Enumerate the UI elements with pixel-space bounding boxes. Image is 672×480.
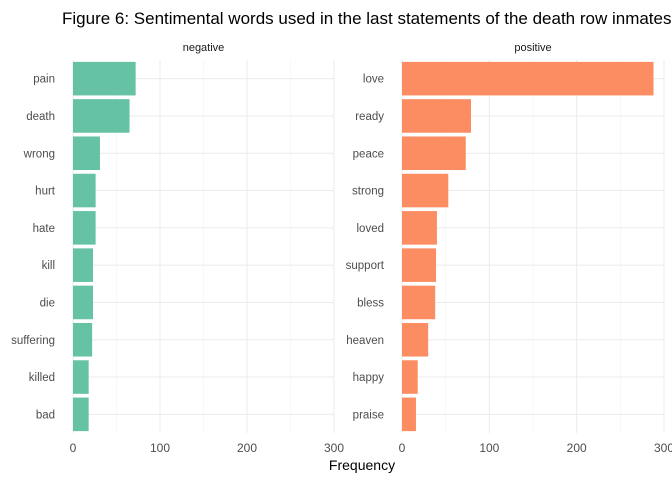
x-tick-label: 200 (237, 441, 257, 455)
bar-positive-happy (402, 360, 418, 394)
x-tick-label: 100 (479, 441, 499, 455)
panel-positive: positive love ready peace strong loved support… (346, 42, 672, 455)
bar-negative-die (73, 285, 94, 320)
category-label: hate (33, 223, 55, 235)
bar-positive-loved (402, 211, 437, 245)
facet-label-negative: negative (183, 42, 225, 54)
facet-label-positive: positive (514, 42, 551, 54)
bar-negative-suffering (73, 322, 93, 357)
bar-negative-bad (73, 397, 89, 432)
x-tick-label: 0 (70, 441, 77, 455)
bar-positive-support (402, 248, 437, 282)
x-tick-label: 100 (150, 441, 170, 455)
bar-negative-hate (73, 211, 96, 245)
chart-title: Figure 6: Sentimental words used in the … (62, 9, 672, 28)
category-label: hurt (35, 186, 56, 198)
bar-positive-heaven (402, 322, 429, 357)
category-label: praise (353, 409, 384, 421)
category-label: love (363, 74, 384, 86)
x-tick-label: 200 (567, 441, 587, 455)
category-label: support (346, 260, 385, 272)
category-label: death (26, 111, 55, 123)
category-label: ready (355, 111, 384, 123)
x-tick-label: 300 (324, 441, 344, 455)
panel-negative: negative pain death wrong hurt hate kill die suf… (11, 42, 344, 455)
category-label: pain (33, 74, 55, 86)
bar-positive-ready (402, 99, 471, 133)
bar-negative-death (73, 99, 130, 133)
bar-positive-bless (402, 285, 436, 320)
bar-negative-wrong (73, 136, 100, 171)
bar-positive-praise (402, 397, 416, 432)
bar-positive-love (402, 61, 654, 96)
bar-positive-peace (402, 136, 466, 171)
bar-negative-pain (73, 61, 136, 96)
category-label: suffering (11, 335, 55, 347)
category-label: bad (36, 409, 55, 421)
category-label: loved (357, 223, 385, 235)
bar-negative-killed (73, 360, 89, 394)
facet-panels: negative pain death wrong hurt hate kill die suf… (11, 42, 672, 455)
category-label: kill (42, 260, 55, 272)
category-label: bless (357, 297, 384, 309)
category-label: strong (352, 186, 384, 198)
category-label: killed (29, 372, 55, 384)
bar-positive-strong (402, 173, 449, 208)
bar-negative-hurt (73, 173, 96, 208)
category-label: heaven (346, 335, 384, 347)
category-label: peace (353, 148, 384, 160)
x-axis-title: Frequency (329, 457, 395, 473)
x-tick-label: 0 (399, 441, 406, 455)
x-tick-label: 300 (654, 441, 672, 455)
category-label: happy (353, 372, 385, 384)
category-label: die (40, 297, 55, 309)
category-label: wrong (23, 148, 55, 160)
bar-negative-kill (73, 248, 94, 282)
